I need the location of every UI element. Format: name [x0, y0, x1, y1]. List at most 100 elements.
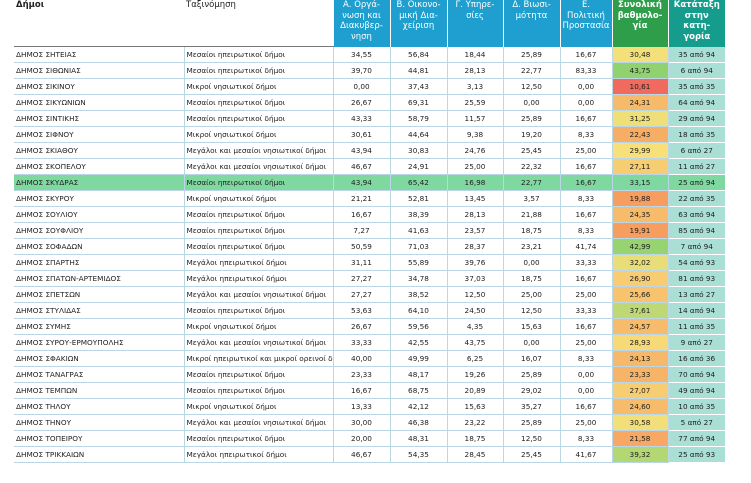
category-cell: Μεγάλοι και μεσαίοι νησιωτικοί δήμοι: [183, 286, 333, 303]
value-cell: 23,22: [446, 414, 503, 431]
value-cell: 13,45: [446, 190, 503, 207]
column-header: Δήμοι: [14, 0, 184, 47]
category-cell: Μικροί νησιωτικοί δήμοι: [183, 78, 333, 95]
value-cell: 0,00: [502, 254, 560, 271]
value-cell: 11,57: [446, 110, 503, 127]
value-cell: 28,45: [446, 446, 503, 463]
value-cell: 43,94: [332, 142, 390, 159]
municipality-cell: ΔΗΜΟΣ ΣΟΥΛΙΟΥ: [14, 206, 184, 223]
value-cell: 3,57: [502, 190, 560, 207]
value-cell: 30,00: [332, 414, 390, 431]
value-cell: 43,75: [446, 334, 503, 351]
table-row: ΔΗΜΟΣ ΣΦΑΚΙΩΝ Μικροί ηπειρωτικοί και μικρ…: [14, 350, 725, 367]
table-row: ΔΗΜΟΣ ΣΗΤΕΙΑΣ Μεσαίοι ηπειρωτικοί δήμοι 34…: [14, 46, 725, 63]
category-cell: Μεγάλοι και μεσαίοι νησιωτικοί δήμοι: [183, 142, 333, 159]
value-cell: 8,33: [559, 222, 612, 239]
value-cell: 3,13: [446, 78, 503, 95]
table-row: ΔΗΜΟΣ ΤΗΛΟΥ Μικροί νησιωτικοί δήμοι 13,33 4…: [14, 398, 725, 415]
category-cell: Μεσαίοι ηπειρωτικοί δήμοι: [183, 222, 333, 239]
rank-cell: 35 από 35: [667, 78, 725, 95]
value-cell: 33,33: [559, 302, 612, 319]
table-row: ΔΗΜΟΣ ΤΑΝΑΓΡΑΣ Μεσαίοι ηπειρωτικοί δήμοι 2…: [14, 366, 725, 383]
value-cell: 65,42: [389, 174, 447, 191]
category-cell: Μεσαίοι ηπειρωτικοί δήμοι: [183, 382, 333, 399]
municipality-cell: ΔΗΜΟΣ ΣΠΑΡΤΗΣ: [14, 254, 184, 271]
value-cell: 18,75: [446, 430, 503, 447]
header-row: Δήμοι Ταξινόμηση Α. Οργά- νωση και Διακυβε…: [14, 0, 725, 47]
score-cell: 33,15: [611, 174, 668, 191]
value-cell: 22,32: [502, 158, 560, 175]
score-cell: 42,99: [611, 238, 668, 255]
table-wrap: Δήμοι Ταξινόμηση Α. Οργά- νωση και Διακυβε…: [14, 0, 725, 463]
value-cell: 13,33: [332, 398, 390, 415]
value-cell: 31,11: [332, 254, 390, 271]
table-row: ΔΗΜΟΣ ΤΟΠΕΙΡΟΥ Μεσαίοι ηπειρωτικοί δήμοι 2…: [14, 430, 725, 447]
score-cell: 29,99: [611, 142, 668, 159]
value-cell: 0,00: [502, 334, 560, 351]
value-cell: 25,00: [502, 286, 560, 303]
value-cell: 12,50: [446, 286, 503, 303]
table-body: ΔΗΜΟΣ ΣΗΤΕΙΑΣ Μεσαίοι ηπειρωτικοί δήμοι 34…: [14, 46, 725, 463]
score-cell: 30,58: [611, 414, 668, 431]
value-cell: 58,79: [389, 110, 447, 127]
category-cell: Μικροί νησιωτικοί δήμοι: [183, 318, 333, 335]
value-cell: 0,00: [559, 78, 612, 95]
value-cell: 50,59: [332, 238, 390, 255]
table-row: ΔΗΜΟΣ ΣΚΙΑΘΟΥ Μεγάλοι και μεσαίοι νησιωτι…: [14, 142, 725, 159]
value-cell: 16,67: [559, 46, 612, 63]
value-cell: 16,67: [559, 158, 612, 175]
value-cell: 46,67: [332, 158, 390, 175]
score-cell: 24,13: [611, 350, 668, 367]
value-cell: 0,00: [559, 366, 612, 383]
municipality-cell: ΔΗΜΟΣ ΣΙΘΩΝΙΑΣ: [14, 62, 184, 79]
table-row: ΔΗΜΟΣ ΤΡΙΚΚΑΙΩΝ Μεγάλοι ηπειρωτικοί δήμοι…: [14, 446, 725, 463]
municipality-cell: ΔΗΜΟΣ ΣΗΤΕΙΑΣ: [14, 46, 184, 63]
value-cell: 42,55: [389, 334, 447, 351]
value-cell: 25,00: [446, 158, 503, 175]
value-cell: 18,75: [502, 222, 560, 239]
municipality-cell: ΔΗΜΟΣ ΣΠΑΤΩΝ-ΑΡΤΕΜΙΔΟΣ: [14, 270, 184, 287]
value-cell: 15,63: [502, 318, 560, 335]
table-row: ΔΗΜΟΣ ΣΙΘΩΝΙΑΣ Μεσαίοι ηπειρωτικοί δήμοι 3…: [14, 62, 725, 79]
rank-cell: 9 από 27: [667, 334, 725, 351]
value-cell: 34,55: [332, 46, 390, 63]
value-cell: 46,67: [332, 446, 390, 463]
value-cell: 64,10: [389, 302, 447, 319]
column-header: Δ. Βιωσι- μότητα: [502, 0, 560, 47]
value-cell: 25,59: [446, 94, 503, 111]
category-cell: Μικροί νησιωτικοί δήμοι: [183, 398, 333, 415]
rank-cell: 25 από 94: [667, 174, 725, 191]
value-cell: 25,00: [559, 286, 612, 303]
value-cell: 8,33: [559, 190, 612, 207]
table-row: ΔΗΜΟΣ ΤΗΝΟΥ Μεγάλοι και μεσαίοι νησιωτικο…: [14, 414, 725, 431]
municipality-cell: ΔΗΜΟΣ ΣΥΜΗΣ: [14, 318, 184, 335]
score-cell: 21,58: [611, 430, 668, 447]
value-cell: 30,61: [332, 126, 390, 143]
table-row: ΔΗΜΟΣ ΣΟΥΛΙΟΥ Μεσαίοι ηπειρωτικοί δήμοι 16…: [14, 206, 725, 223]
score-cell: 30,48: [611, 46, 668, 63]
score-cell: 32,02: [611, 254, 668, 271]
category-cell: Μεσαίοι ηπειρωτικοί δήμοι: [183, 62, 333, 79]
table-row: ΔΗΜΟΣ ΣΚΟΠΕΛΟΥ Μεγάλοι και μεσαίοι νησιωτ…: [14, 158, 725, 175]
municipality-cell: ΔΗΜΟΣ ΤΑΝΑΓΡΑΣ: [14, 366, 184, 383]
rank-cell: 6 από 94: [667, 62, 725, 79]
value-cell: 23,57: [446, 222, 503, 239]
value-cell: 12,50: [502, 302, 560, 319]
value-cell: 0,00: [332, 78, 390, 95]
value-cell: 16,67: [559, 270, 612, 287]
value-cell: 28,37: [446, 238, 503, 255]
rank-cell: 13 από 27: [667, 286, 725, 303]
value-cell: 39,70: [332, 62, 390, 79]
column-header: Γ. Υπηρε- σίες: [446, 0, 503, 47]
value-cell: 56,84: [389, 46, 447, 63]
municipality-cell: ΔΗΜΟΣ ΣΙΚΥΩΝΙΩΝ: [14, 94, 184, 111]
municipality-cell: ΔΗΜΟΣ ΣΦΑΚΙΩΝ: [14, 350, 184, 367]
municipality-cell: ΔΗΜΟΣ ΣΚΥΔΡΑΣ: [14, 174, 184, 191]
value-cell: 21,88: [502, 206, 560, 223]
category-cell: Μεσαίοι ηπειρωτικοί δήμοι: [183, 94, 333, 111]
score-cell: 27,07: [611, 382, 668, 399]
value-cell: 53,63: [332, 302, 390, 319]
score-cell: 19,91: [611, 222, 668, 239]
value-cell: 44,64: [389, 126, 447, 143]
